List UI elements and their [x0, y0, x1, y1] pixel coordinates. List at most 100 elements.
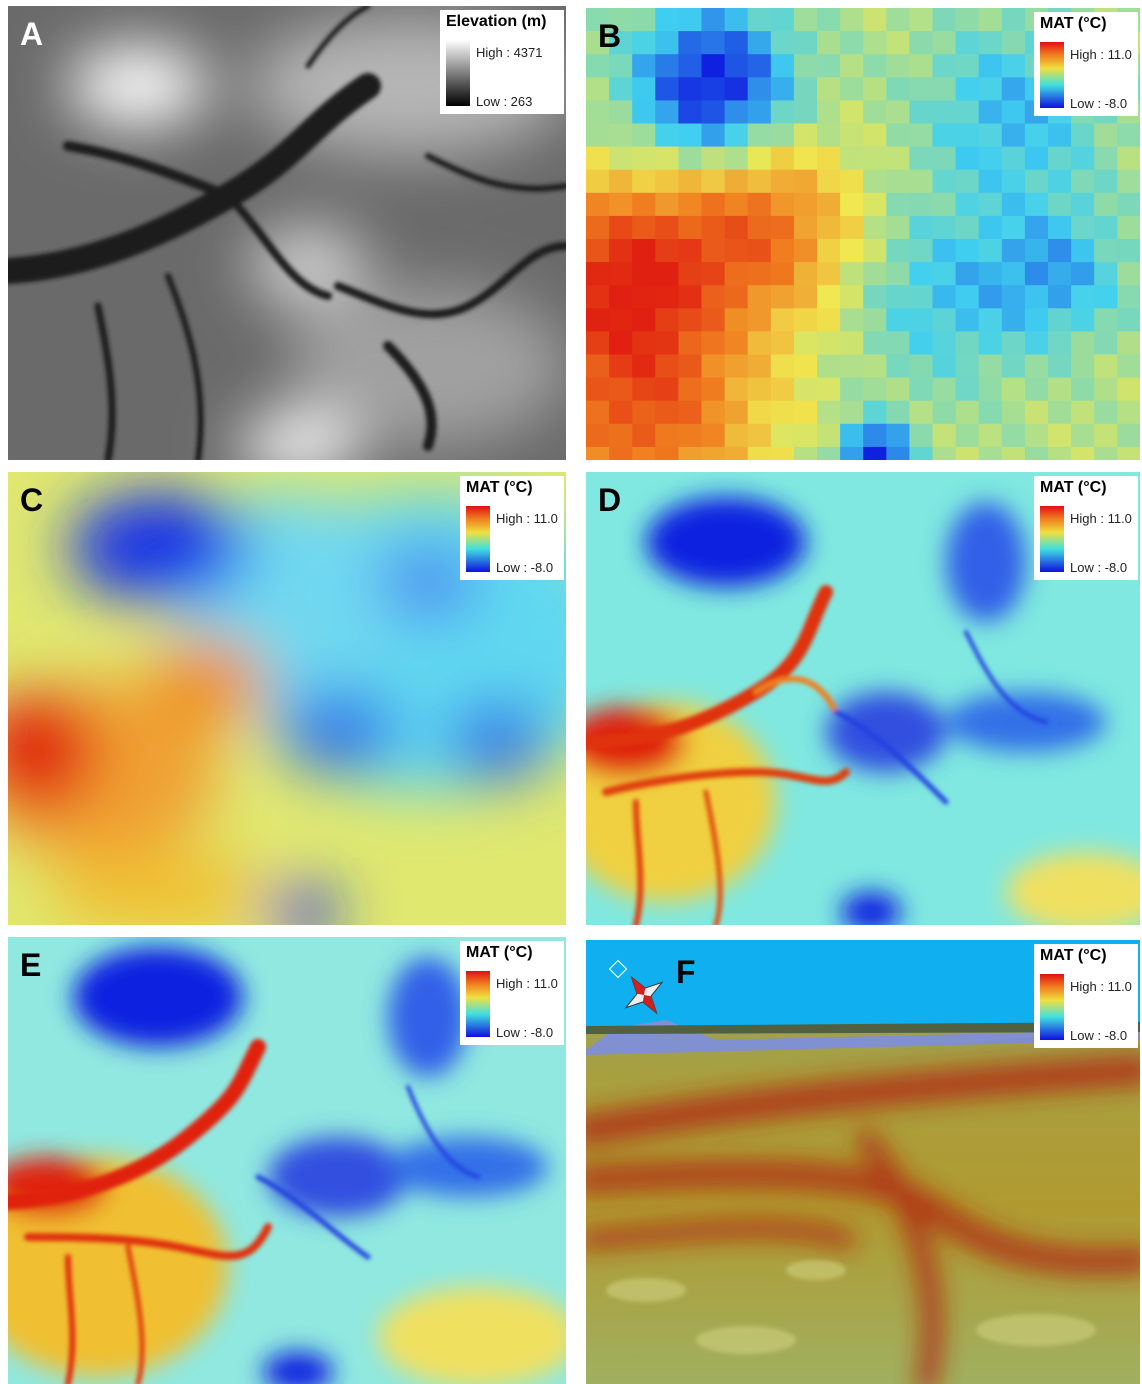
grid-cell — [771, 193, 795, 217]
grid-cell — [678, 285, 702, 309]
grid-cell — [979, 331, 1003, 355]
grid-cell — [979, 100, 1003, 124]
grid-cell — [1048, 401, 1072, 425]
grid-cell — [1002, 31, 1026, 55]
grid-cell — [979, 378, 1003, 402]
grid-cell — [1094, 331, 1118, 355]
grid-cell — [1048, 447, 1072, 460]
grid-cell — [817, 378, 841, 402]
grid-cell — [817, 239, 841, 263]
grid-cell — [863, 147, 887, 171]
grid-cell — [863, 424, 887, 448]
grid-cell — [886, 31, 910, 55]
grid-cell — [909, 77, 933, 101]
grid-cell — [840, 77, 864, 101]
grid-cell — [956, 170, 980, 194]
grid-cell — [1025, 285, 1049, 309]
grid-cell — [1071, 216, 1095, 240]
grid-cell — [933, 424, 957, 448]
grid-cell — [725, 424, 749, 448]
grid-cell — [817, 170, 841, 194]
grid-cell — [655, 401, 679, 425]
grid-cell — [771, 77, 795, 101]
grid-cell — [1002, 147, 1026, 171]
grid-cell — [956, 54, 980, 78]
grid-cell — [609, 262, 633, 286]
grid-cell — [1048, 239, 1072, 263]
grid-cell — [748, 262, 772, 286]
grid-cell — [933, 262, 957, 286]
grid-cell — [794, 285, 818, 309]
grid-cell — [794, 31, 818, 55]
legend: MAT (°C) High : 11.0 Low : -8.0 — [1034, 12, 1138, 116]
grid-cell — [702, 355, 726, 379]
grid-cell — [632, 8, 656, 32]
grid-cell — [678, 147, 702, 171]
grid-cell — [1025, 424, 1049, 448]
grid-cell — [1094, 262, 1118, 286]
grid-cell — [1002, 8, 1026, 32]
grid-cell — [933, 77, 957, 101]
grid-cell — [725, 31, 749, 55]
grid-cell — [794, 170, 818, 194]
grid-cell — [840, 216, 864, 240]
grid-cell — [933, 170, 957, 194]
grid-cell — [979, 447, 1003, 460]
grid-cell — [956, 124, 980, 148]
grid-cell — [609, 147, 633, 171]
grid-cell — [933, 147, 957, 171]
grid-cell — [1094, 124, 1118, 148]
grid-cell — [1025, 447, 1049, 460]
grid-cell — [909, 355, 933, 379]
grid-cell — [1071, 193, 1095, 217]
grid-cell — [725, 77, 749, 101]
grid-cell — [863, 170, 887, 194]
grid-cell — [586, 54, 610, 78]
figure: A Elevation (m) High : 4371 Low : 263 B … — [0, 0, 1142, 1384]
panel-label: D — [598, 482, 621, 519]
grid-cell — [1117, 378, 1140, 402]
legend-title: MAT (°C) — [1040, 479, 1107, 497]
grid-cell — [956, 31, 980, 55]
grid-cell — [1048, 424, 1072, 448]
grid-cell — [840, 331, 864, 355]
grid-cell — [609, 170, 633, 194]
grid-cell — [702, 124, 726, 148]
grid-cell — [678, 355, 702, 379]
grid-cell — [909, 447, 933, 460]
grid-cell — [702, 31, 726, 55]
grid-cell — [933, 355, 957, 379]
grid-cell — [1117, 262, 1140, 286]
grid-cell — [1071, 401, 1095, 425]
color-bar — [1040, 974, 1064, 1040]
grid-cell — [702, 54, 726, 78]
grid-cell — [586, 285, 610, 309]
grid-cell — [1117, 424, 1140, 448]
grid-cell — [678, 378, 702, 402]
grid-cell — [1025, 355, 1049, 379]
grid-cell — [817, 8, 841, 32]
grid-cell — [886, 308, 910, 332]
grid-cell — [771, 355, 795, 379]
grid-cell — [863, 355, 887, 379]
grid-cell — [886, 8, 910, 32]
grid-cell — [632, 31, 656, 55]
grid-cell — [840, 170, 864, 194]
grid-cell — [655, 216, 679, 240]
grid-cell — [886, 193, 910, 217]
grid-cell — [909, 124, 933, 148]
grid-cell — [794, 193, 818, 217]
grid-cell — [748, 124, 772, 148]
grid-cell — [886, 378, 910, 402]
grid-cell — [956, 216, 980, 240]
grid-cell — [678, 100, 702, 124]
panel: F MAT (°C) High : 11.0 Low : -8.0 — [586, 940, 1140, 1384]
grid-cell — [979, 239, 1003, 263]
grid-cell — [1048, 170, 1072, 194]
grid-cell — [1071, 355, 1095, 379]
grid-cell — [748, 331, 772, 355]
grid-cell — [678, 193, 702, 217]
grid-cell — [794, 124, 818, 148]
grid-cell — [632, 424, 656, 448]
grid-cell — [886, 54, 910, 78]
